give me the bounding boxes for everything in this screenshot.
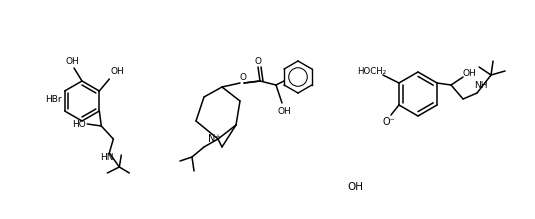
Text: HBr: HBr [45,95,62,104]
Text: O⁻: O⁻ [383,117,395,127]
Text: OH: OH [347,182,363,192]
Text: O: O [240,72,247,81]
Text: HN: HN [101,154,114,162]
Text: OH: OH [110,67,124,76]
Text: NH: NH [475,81,488,90]
Text: O: O [255,57,262,65]
Text: HOCH₂: HOCH₂ [357,67,387,76]
Text: OH: OH [462,69,476,78]
Text: OH: OH [65,57,79,65]
Text: N⁺: N⁺ [208,134,220,144]
Text: HO: HO [72,120,86,129]
Text: OH: OH [277,106,291,115]
